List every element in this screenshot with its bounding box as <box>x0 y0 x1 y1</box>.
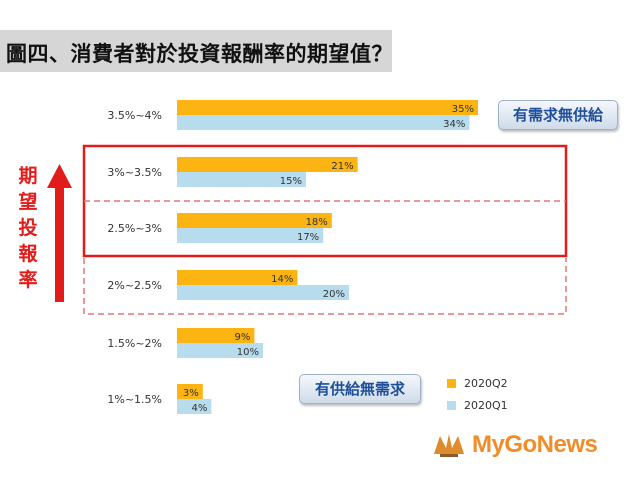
axis-title-char: 率 <box>18 268 37 291</box>
callout-supply-no-demand: 有供給無需求 <box>299 374 421 404</box>
data-label: 10% <box>237 347 259 358</box>
arrow-shaft <box>55 184 64 302</box>
data-label: 14% <box>271 274 293 285</box>
bar-2020q1 <box>177 228 324 243</box>
bars <box>177 100 478 414</box>
legend-swatch-q1 <box>447 400 456 410</box>
bar-2020q1 <box>177 172 306 187</box>
category-label: 2%~2.5% <box>107 279 162 292</box>
data-label: 15% <box>280 176 302 187</box>
axis-title-char: 投 <box>18 216 37 239</box>
arrow-head <box>47 164 72 188</box>
data-label: 35% <box>452 104 474 115</box>
data-label: 9% <box>235 332 251 343</box>
logo-text: MyGoNews <box>472 431 598 458</box>
highlight-box-dashed <box>83 258 567 315</box>
mygonews-logo: MyGoNews <box>432 430 598 460</box>
axis-title-char: 期 <box>18 165 37 187</box>
data-label: 34% <box>443 119 465 130</box>
legend-label-q1: 2020Q1 <box>464 398 508 412</box>
category-label: 3%~3.5% <box>107 166 162 179</box>
callout-demand-no-supply: 有需求無供給 <box>498 100 618 130</box>
axis-title-char: 報 <box>18 242 38 265</box>
legend: 2020Q2 2020Q1 <box>447 372 508 416</box>
category-label: 1.5%~2% <box>107 337 162 350</box>
chart-title: 圖四、消費者對於投資報酬率的期望值？ <box>6 42 393 66</box>
highlight-boxes <box>82 144 568 315</box>
up-arrow-icon <box>47 164 72 302</box>
bar-2020q1 <box>177 399 212 414</box>
legend-label-q2: 2020Q2 <box>464 376 508 390</box>
category-label: 1%~1.5% <box>107 393 162 406</box>
bar-2020q2 <box>177 270 298 285</box>
data-label: 21% <box>331 161 353 172</box>
title-bar: 圖四、消費者對於投資報酬率的期望值？ <box>0 30 393 72</box>
bar-2020q2 <box>177 157 358 172</box>
bar-2020q1 <box>177 285 349 300</box>
category-label: 3.5%~4% <box>107 109 162 122</box>
bar-2020q2 <box>177 100 478 115</box>
bar-2020q1 <box>177 343 263 358</box>
bar-2020q2 <box>177 213 332 228</box>
data-label: 18% <box>306 217 328 228</box>
legend-item-q1: 2020Q1 <box>447 394 508 416</box>
legend-swatch-q2 <box>447 378 456 388</box>
category-label: 2.5%~3% <box>107 222 162 235</box>
bar-2020q2 <box>177 328 255 343</box>
bar-2020q2 <box>177 384 203 399</box>
axis-title-char: 望 <box>18 190 37 213</box>
data-label: 3% <box>183 388 199 399</box>
data-label: 4% <box>192 403 208 414</box>
bar-2020q1 <box>177 115 470 130</box>
category-labels: 3.5%~4% 3%~3.5% 2.5%~3% 2%~2.5% 1.5%~2% 1%~1.… <box>107 109 162 406</box>
legend-item-q2: 2020Q2 <box>447 372 508 394</box>
data-label: 20% <box>323 289 345 300</box>
data-label: 17% <box>297 232 319 243</box>
logo-emblem-icon <box>434 434 464 457</box>
value-labels: 35% 34% 21% 15% 18% 17% 14% 20% 9% 10% 3% 4% <box>183 104 474 414</box>
